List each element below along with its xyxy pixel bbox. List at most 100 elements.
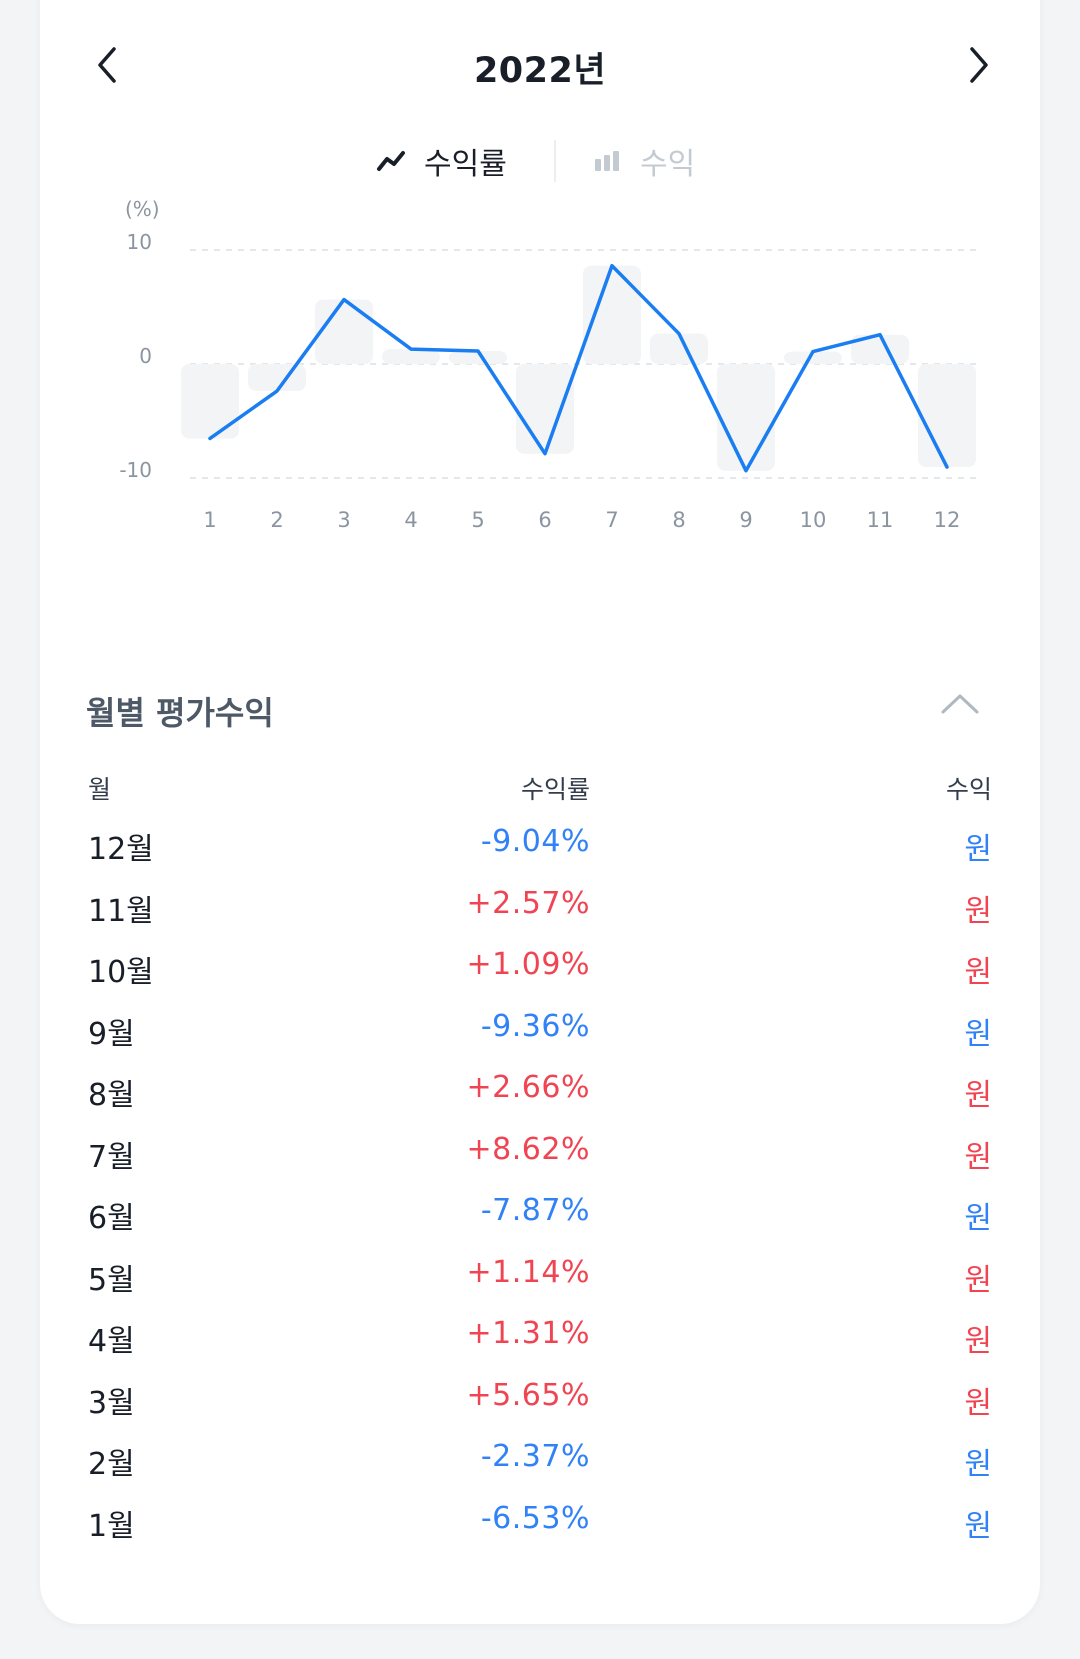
- row-profit: 원: [964, 1139, 992, 1175]
- bar: [583, 265, 641, 364]
- x-tick-label: 4: [404, 508, 417, 532]
- bar: [650, 333, 708, 364]
- row-rate: -9.36%: [480, 1008, 590, 1044]
- row-profit: 원: [964, 1385, 992, 1421]
- x-tick-label: 1: [203, 508, 216, 532]
- row-rate: +2.57%: [466, 885, 590, 921]
- row-rate: -7.87%: [480, 1193, 590, 1228]
- row-rate: +8.62%: [466, 1131, 590, 1167]
- x-tick-label: 9: [739, 508, 752, 532]
- data-point: [945, 465, 949, 469]
- row-profit: 원: [964, 955, 992, 990]
- data-point: [543, 452, 547, 456]
- row-month: 10월: [88, 955, 154, 990]
- x-tick-label: 6: [538, 508, 551, 532]
- header-month: 월: [88, 775, 112, 804]
- row-month: 8월: [88, 1078, 135, 1113]
- data-point: [342, 298, 346, 302]
- x-tick-label: 10: [800, 508, 827, 532]
- table-row: 10월 +1.09% 원: [40, 937, 1040, 999]
- chevron-left-icon: [98, 47, 116, 83]
- bar: [382, 349, 440, 364]
- row-month: 7월: [88, 1139, 135, 1175]
- y-tick-label: 10: [127, 230, 152, 254]
- row-month: 9월: [88, 1016, 135, 1052]
- x-tick-label: 5: [471, 508, 484, 532]
- bar: [851, 334, 909, 364]
- row-rate: -2.37%: [480, 1439, 590, 1474]
- chevron-up-icon: [941, 694, 979, 714]
- series-line: [208, 263, 949, 473]
- table-row: 11월 +2.57% 원: [40, 876, 1040, 938]
- bar: [315, 299, 373, 364]
- year-title: 2022년: [473, 51, 607, 91]
- table-row: 8월 +2.66% 원: [40, 1060, 1040, 1122]
- x-tick-label: 7: [605, 508, 618, 532]
- data-point: [811, 350, 815, 354]
- row-rate: +2.66%: [466, 1070, 590, 1105]
- toggle-rate-label: 수익률: [424, 147, 507, 182]
- toggle-profit-label: 수익: [640, 147, 696, 182]
- row-rate: +1.09%: [466, 947, 590, 982]
- data-point: [275, 389, 279, 393]
- toggle-rate[interactable]: 수익률: [376, 136, 507, 186]
- x-tick-label: 12: [934, 508, 961, 532]
- toggle-profit[interactable]: 수익: [594, 136, 695, 186]
- row-profit: 원: [964, 1078, 992, 1113]
- y-tick-label: 0: [139, 344, 152, 368]
- y-tick-label: -10: [119, 458, 152, 482]
- row-month: 2월: [88, 1447, 135, 1482]
- row-month: 3월: [88, 1385, 135, 1421]
- table-row: 4월 +1.31% 원: [40, 1306, 1040, 1368]
- next-year-button[interactable]: [958, 43, 998, 87]
- x-tick-label: 8: [672, 508, 685, 532]
- row-month: 5월: [88, 1262, 135, 1298]
- data-point: [677, 332, 681, 336]
- row-profit: 원: [964, 1447, 992, 1482]
- bar: [918, 364, 976, 468]
- row-month: 11월: [88, 893, 154, 929]
- data-point: [744, 469, 748, 473]
- row-rate: -6.53%: [480, 1500, 590, 1536]
- section-title: 월별 평가수익: [86, 694, 274, 732]
- row-rate: +5.65%: [466, 1377, 590, 1413]
- row-profit: 원: [964, 1262, 992, 1298]
- table-row: 6월 -7.87% 원: [40, 1183, 1040, 1245]
- bar: [449, 351, 507, 364]
- row-month: 6월: [88, 1201, 135, 1236]
- row-profit: 원: [964, 893, 992, 929]
- year-navigation: 2022년: [40, 0, 1040, 110]
- prev-year-button[interactable]: [88, 43, 128, 87]
- data-point: [409, 347, 413, 351]
- bar: [717, 364, 775, 471]
- data-point: [208, 436, 212, 440]
- chart-type-toggle: 수익률 수익: [40, 136, 1040, 186]
- table-row: 12월 -9.04% 원: [40, 814, 1040, 876]
- chevron-right-icon: [970, 47, 988, 83]
- row-month: 4월: [88, 1324, 135, 1359]
- row-rate: +1.31%: [466, 1316, 590, 1351]
- header-profit: 수익: [945, 775, 992, 804]
- row-profit: 원: [964, 1508, 992, 1544]
- row-rate: -9.04%: [480, 824, 590, 859]
- table-header: 월 수익률 수익: [40, 770, 1040, 804]
- table-row: 2월 -2.37% 원: [40, 1429, 1040, 1491]
- bar: [784, 351, 842, 364]
- row-profit: 원: [964, 1016, 992, 1052]
- row-profit: 원: [964, 1201, 992, 1236]
- table-row: 3월 +5.65% 원: [40, 1368, 1040, 1430]
- data-point: [610, 264, 614, 268]
- collapse-button[interactable]: [940, 688, 980, 718]
- table-row: 5월 +1.14% 원: [40, 1245, 1040, 1307]
- toggle-divider: [554, 140, 556, 182]
- table-row: 9월 -9.36% 원: [40, 999, 1040, 1061]
- y-unit-label: (%): [125, 197, 160, 221]
- yield-card: 2022년 수익률 수익 (%) 10 0 -10 1 2 3 4 5 6 7 8 9 10 11 12 월별…: [40, 0, 1040, 1624]
- x-tick-label: 2: [270, 508, 283, 532]
- row-month: 1월: [88, 1508, 135, 1544]
- x-tick-label: 3: [337, 508, 350, 532]
- table-row: 7월 +8.62% 원: [40, 1122, 1040, 1184]
- row-profit: 원: [964, 832, 992, 867]
- row-profit: 원: [964, 1324, 992, 1359]
- header-rate: 수익률: [520, 775, 590, 804]
